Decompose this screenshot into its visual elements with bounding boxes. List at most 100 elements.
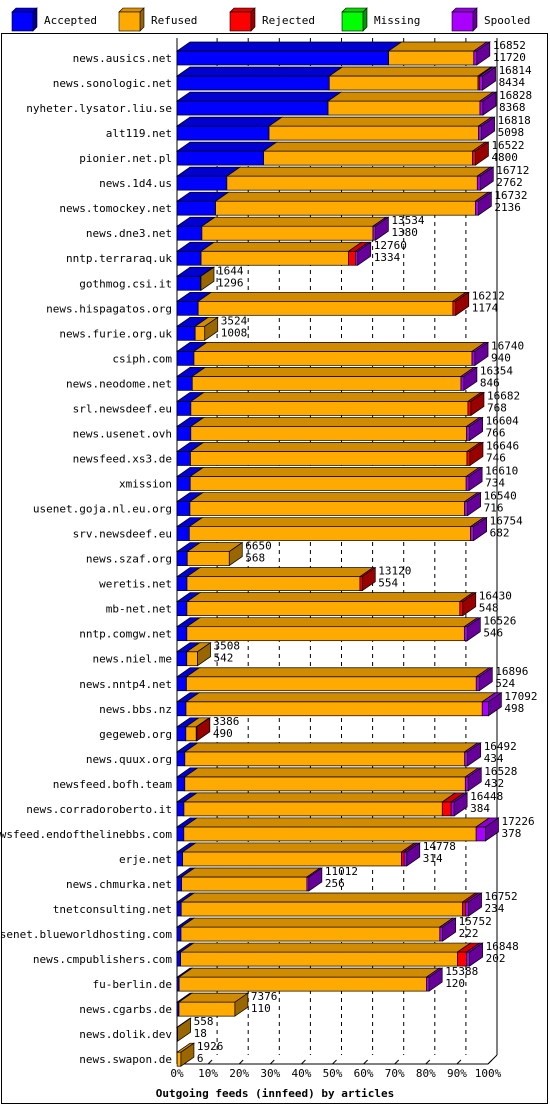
bar-rejected [453, 301, 456, 315]
bar-refused [264, 151, 473, 165]
bar-refused [179, 1002, 235, 1016]
bar-accepted [177, 802, 184, 816]
value-accepted: 940 [491, 351, 511, 364]
bar-spooled [466, 477, 469, 491]
bar-refused [187, 627, 464, 641]
bar-refused [329, 76, 478, 90]
legend-item-spooled: Spooled [452, 8, 530, 31]
bar-refused-top [216, 192, 489, 201]
bar-refused-top [269, 117, 492, 126]
legend-item-refused: Refused [119, 8, 197, 31]
bar-refused-top [190, 442, 479, 451]
legend: Accepted Refused Rejected Missing Spooled [12, 8, 530, 31]
bar-refused-top [329, 67, 491, 76]
x-tick-label: 0% [170, 1067, 184, 1080]
table-row: gothmog.csi.it16441296 [79, 264, 244, 290]
bar-accepted [177, 777, 185, 791]
value-accepted: 1296 [217, 276, 244, 289]
bar-accepted [177, 401, 191, 415]
host-label: news.cmpublishers.com [33, 953, 172, 966]
table-row: news.bbs.nz17092498 [99, 690, 537, 716]
bar-spooled [476, 827, 485, 841]
value-accepted: 2136 [494, 201, 521, 214]
host-label: nyheter.lysator.liu.se [26, 102, 172, 115]
x-tick [208, 1060, 212, 1064]
table-row: newsfeed.bofh.team16528432 [53, 765, 518, 791]
bar-spooled [476, 677, 479, 691]
value-accepted: 378 [501, 827, 521, 840]
bar-refused-top [192, 367, 474, 376]
legend-label: Spooled [484, 14, 530, 27]
bar-refused-top [181, 893, 475, 902]
bar-accepted [177, 877, 182, 891]
bar-refused [179, 977, 426, 991]
bar-refused [186, 727, 196, 741]
table-row: fu-berlin.de15388120 [93, 965, 479, 991]
table-row: gegeweb.org3386490 [99, 715, 239, 741]
host-label: news.sonologic.net [53, 77, 172, 90]
legend-swatch [342, 12, 363, 31]
host-label: news.quux.org [86, 753, 172, 766]
host-label: news.cgarbs.de [79, 1003, 172, 1016]
bar-refused-top [181, 943, 471, 952]
table-row: tnetconsulting.net16752234 [53, 890, 518, 916]
bar-refused [191, 426, 467, 440]
host-label: fu-berlin.de [93, 978, 172, 991]
x-tick-label: 80% [416, 1067, 436, 1080]
value-accepted: 1380 [391, 226, 418, 239]
bar-refused-top [186, 693, 495, 702]
bar-refused-top [184, 793, 455, 802]
host-label: news.usenet.ovh [73, 427, 172, 440]
bar-refused-top [202, 217, 386, 226]
value-accepted: 8434 [499, 76, 526, 89]
host-label: news.hispagatos.org [46, 302, 172, 315]
x-tick [364, 1060, 368, 1064]
bar-accepted [177, 752, 185, 766]
bar-spooled [404, 852, 407, 866]
legend-item-missing: Missing [342, 8, 420, 31]
table-row: news.hispagatos.org162121174 [46, 289, 505, 315]
bar-refused [187, 652, 198, 666]
bar-refused-top [183, 843, 415, 852]
host-label: csiph.com [112, 352, 172, 365]
bar-refused [189, 527, 470, 541]
value-accepted: 6 [197, 1052, 204, 1065]
bar-refused-top [264, 142, 486, 151]
bar-refused [181, 902, 462, 916]
table-row: newsfeed.xs3.de16646746 [73, 439, 519, 465]
bar-refused [182, 877, 307, 891]
value-accepted: 222 [459, 927, 479, 940]
table-row: nyheter.lysator.liu.se168288368 [26, 89, 532, 115]
bar-refused-top [190, 468, 479, 477]
legend-label: Accepted [44, 14, 97, 27]
bar-refused-top [181, 918, 453, 927]
x-tick-label: 40% [291, 1067, 311, 1080]
value-accepted: 120 [445, 977, 465, 990]
x-tick [457, 1060, 461, 1064]
legend-swatch [119, 12, 140, 31]
table-row: news.sonologic.net168148434 [53, 64, 532, 90]
table-row: xmission16610734 [119, 465, 518, 491]
bar-accepted [177, 577, 187, 591]
table-row: nntp.comgw.net16526546 [79, 615, 516, 641]
table-row: csiph.com16740940 [112, 339, 524, 365]
legend-label: Rejected [262, 14, 315, 27]
bar-spooled [373, 226, 375, 240]
host-label: newsfeed.xs3.de [73, 452, 172, 465]
bar-rejected [468, 401, 471, 415]
bar-accepted-top [177, 67, 342, 76]
bar-refused [186, 677, 476, 691]
value-accepted: 524 [495, 677, 515, 690]
bar-accepted-top [177, 92, 341, 101]
bar-accepted [177, 376, 192, 390]
bar-refused-top [182, 868, 320, 877]
bar-refused-top [201, 242, 361, 251]
bar-accepted [177, 902, 181, 916]
host-label: news.corradoroberto.it [26, 803, 172, 816]
plot-area: 0% 10% 20% 30% 40% 50% 60% 70% 80% 90% 100% news.au… [0, 34, 548, 1104]
value-accepted: 554 [378, 577, 398, 590]
bar-refused-top [194, 342, 485, 351]
